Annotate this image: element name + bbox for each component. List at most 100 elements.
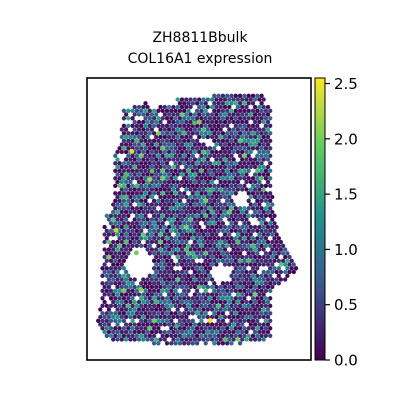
expression-spot <box>171 329 176 335</box>
expression-spot <box>182 296 187 301</box>
expression-spot <box>263 311 269 316</box>
expression-spot <box>182 176 187 181</box>
expression-spot <box>171 164 176 170</box>
expression-spot <box>184 247 189 252</box>
expression-spot <box>268 123 273 128</box>
expression-spot <box>134 123 140 128</box>
expression-spot <box>212 153 217 158</box>
expression-spot <box>121 228 127 233</box>
expression-spot <box>156 228 161 233</box>
expression-spot <box>194 228 200 233</box>
expression-spot <box>145 172 150 177</box>
expression-spot <box>160 168 165 173</box>
expression-spot <box>151 138 157 143</box>
expression-spot <box>246 153 251 158</box>
expression-spot <box>235 314 241 320</box>
expression-spot <box>207 303 213 308</box>
expression-spot <box>252 254 258 260</box>
expression-spot <box>250 228 256 233</box>
expression-spot <box>169 108 174 113</box>
expression-spot <box>257 194 262 200</box>
expression-spot <box>106 307 112 312</box>
expression-spot <box>207 258 213 263</box>
expression-spot <box>186 296 191 301</box>
expression-spot <box>175 269 180 275</box>
expression-spot <box>214 262 219 267</box>
expression-spot <box>233 273 238 278</box>
expression-spot <box>250 266 256 271</box>
expression-spot <box>207 161 213 166</box>
expression-spot <box>246 146 251 151</box>
expression-spot <box>130 153 135 158</box>
expression-spot <box>212 236 217 241</box>
expression-spot <box>227 157 232 162</box>
expression-spot <box>177 228 183 233</box>
expression-spot <box>134 228 140 233</box>
expression-spot <box>126 296 131 301</box>
expression-spot <box>115 337 120 342</box>
expression-spot <box>209 97 215 102</box>
expression-spot <box>263 221 269 226</box>
expression-spot <box>128 329 133 335</box>
expression-spot <box>143 168 148 173</box>
expression-spot <box>158 209 163 215</box>
expression-spot <box>205 217 210 222</box>
expression-spot <box>265 149 271 155</box>
expression-spot <box>216 93 221 98</box>
expression-spot <box>231 127 236 132</box>
expression-spot <box>182 251 187 256</box>
expression-spot <box>207 213 213 218</box>
expression-spot <box>212 138 217 143</box>
expression-spot <box>190 273 195 278</box>
expression-spot <box>212 206 217 211</box>
expression-spot <box>235 262 241 267</box>
expression-spot <box>227 299 232 305</box>
expression-spot <box>244 292 249 297</box>
expression-spot <box>123 164 129 170</box>
expression-spot <box>283 277 288 282</box>
expression-spot <box>225 236 230 241</box>
expression-spot <box>136 142 142 147</box>
expression-spot <box>205 299 210 305</box>
expression-spot <box>175 194 180 200</box>
expression-spot <box>177 146 183 151</box>
expression-spot <box>216 288 221 293</box>
expression-spot <box>220 123 226 128</box>
expression-spot <box>227 127 232 132</box>
expression-spot <box>285 273 290 278</box>
expression-spot <box>259 116 264 121</box>
expression-spot <box>121 131 127 136</box>
expression-spot <box>173 311 178 316</box>
expression-spot <box>115 157 120 162</box>
expression-spot <box>164 318 170 323</box>
expression-spot <box>261 284 266 290</box>
expression-spot <box>117 266 122 271</box>
expression-spot <box>123 149 129 155</box>
expression-spot <box>156 153 161 158</box>
expression-spot <box>201 112 206 117</box>
expression-spot <box>190 251 195 256</box>
expression-spot <box>147 333 152 338</box>
expression-spot <box>102 239 107 245</box>
expression-spot <box>108 318 114 323</box>
expression-spot <box>149 329 155 335</box>
expression-spot <box>229 236 234 241</box>
expression-spot <box>177 221 183 226</box>
expression-spot <box>173 213 178 218</box>
expression-spot <box>265 209 271 215</box>
expression-spot <box>222 307 228 312</box>
expression-spot <box>255 243 260 248</box>
expression-spot <box>199 153 204 158</box>
expression-spot <box>151 123 157 128</box>
expression-spot <box>169 123 174 128</box>
expression-spot <box>175 329 180 335</box>
expression-spot <box>205 254 210 260</box>
expression-spot <box>160 228 165 233</box>
expression-spot <box>237 296 243 301</box>
expression-spot <box>117 303 122 308</box>
expression-spot <box>141 149 146 155</box>
expression-spot <box>121 296 127 301</box>
expression-spot <box>248 142 253 147</box>
expression-spot <box>121 146 127 151</box>
expression-spot <box>242 153 247 158</box>
